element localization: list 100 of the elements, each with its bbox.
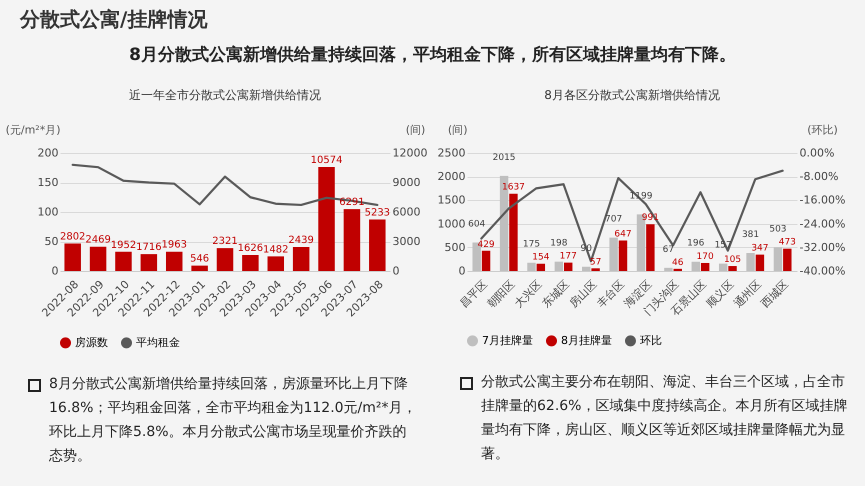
- y-tick-label: 0: [52, 264, 58, 278]
- data-label: 1963: [162, 240, 187, 251]
- bar: [369, 220, 386, 271]
- y2-tick-label: 0: [392, 264, 400, 278]
- bar: [482, 250, 490, 271]
- text: 分散式公寓/挂牌情况: [20, 6, 208, 33]
- bar: [756, 254, 764, 271]
- bar: [728, 266, 737, 271]
- data-label: 175: [522, 240, 540, 250]
- bar: [718, 264, 728, 271]
- data-label: 46: [672, 258, 684, 268]
- bar: [692, 262, 700, 271]
- bar: [242, 255, 259, 271]
- data-label: 177: [560, 252, 577, 262]
- data-label: 2439: [288, 235, 314, 246]
- y2-tick-label: 0.00%: [800, 146, 834, 160]
- data-label: 2015: [492, 152, 516, 163]
- bar: [90, 246, 106, 271]
- bar: [564, 262, 572, 271]
- bar: [746, 253, 755, 271]
- data-label: 10574: [310, 155, 342, 166]
- bar: [140, 254, 158, 271]
- y-axis-title: (间): [448, 124, 468, 136]
- text: 8月分散式公寓新增供给量持续回落，房源量环比上月下降16.8%；平均租金回落，全市平均租金为112.0元/m²*月，环比上月下降5.8%。本月分散式公寓市场呈现量价齐跌的态势。: [49, 375, 418, 466]
- data-label: 1952: [110, 240, 136, 251]
- data-label: 154: [532, 252, 550, 263]
- data-label: 5233: [364, 208, 390, 219]
- legend-label: 平均租金: [136, 336, 180, 349]
- y2-tick-label: -8.00%: [800, 170, 838, 184]
- y2-tick-label: -24.00%: [800, 217, 846, 230]
- text: 分散式公寓主要分布在朝阳、海淀、丰台三个区域，占全市挂牌量的62.6%，区域集中度持续高企。本月所有区域挂牌量均有下降，房山区、顺义区等近郊区域挂牌量降幅尤为显著。: [481, 373, 848, 464]
- legend-label: 房源数: [75, 336, 108, 349]
- y-tick-label: 0: [458, 264, 466, 278]
- y-tick-label: 100: [38, 206, 58, 218]
- y2-axis-title: (环比): [807, 124, 838, 136]
- legend-label: 8月挂牌量: [561, 334, 612, 347]
- bar: [582, 266, 590, 271]
- bar: [268, 256, 284, 271]
- y2-tick-label: 3000: [392, 235, 420, 248]
- data-label: 57: [590, 257, 602, 268]
- bar: [216, 248, 234, 271]
- bar: [509, 194, 518, 271]
- y-tick-label: 500: [444, 240, 466, 254]
- bar: [783, 248, 792, 271]
- legend-label: 7月挂牌量: [482, 334, 533, 347]
- bar: [191, 266, 208, 271]
- bar: [536, 264, 546, 271]
- data-label: 2469: [85, 234, 111, 246]
- y-tick-label: 2500: [438, 146, 466, 160]
- data-label: 105: [724, 255, 742, 266]
- bar: [166, 252, 182, 271]
- data-label: 546: [190, 254, 210, 265]
- data-label: 429: [477, 240, 495, 250]
- y-tick-label: 150: [38, 176, 58, 189]
- data-label: 196: [687, 238, 705, 249]
- bar: [774, 247, 782, 271]
- y-axis-title: (元/m²*月): [6, 124, 60, 136]
- data-label: 707: [605, 214, 622, 225]
- bar: [527, 262, 536, 271]
- bar: [292, 247, 310, 271]
- bar: [344, 209, 360, 271]
- data-label: 2802: [60, 231, 86, 242]
- y2-tick-label: 12000: [392, 146, 428, 160]
- bar: [664, 268, 673, 271]
- line-series: [72, 164, 378, 206]
- bar: [64, 243, 81, 271]
- bar: [609, 238, 618, 271]
- data-label: 604: [468, 219, 486, 230]
- bar: [700, 262, 710, 271]
- y-tick-label: 200: [38, 146, 58, 160]
- data-label: 2321: [212, 236, 238, 248]
- bar: [591, 268, 600, 271]
- chart-title: 近一年全市分散式公寓新增供给情况: [129, 88, 321, 102]
- data-label: 198: [550, 238, 568, 249]
- y2-tick-label: 6000: [392, 206, 420, 218]
- bar: [618, 240, 628, 271]
- legend-label: 环比: [640, 334, 662, 347]
- data-label: 1626: [238, 243, 264, 254]
- y-tick-label: 1500: [438, 194, 466, 207]
- y2-tick-label: 9000: [392, 176, 420, 189]
- y-tick-label: 1000: [438, 217, 466, 230]
- data-label: 347: [751, 244, 769, 254]
- data-label: 1716: [136, 242, 162, 254]
- y-tick-label: 2000: [438, 170, 466, 184]
- y2-tick-label: -16.00%: [800, 194, 846, 207]
- y2-tick-label: -40.00%: [800, 264, 846, 278]
- data-label: 67: [662, 244, 674, 255]
- chart-title: 8月各区分散式公寓新增供给情况: [544, 88, 720, 102]
- data-label: 1482: [263, 244, 288, 256]
- data-label: 503: [769, 224, 787, 234]
- data-label: 1637: [502, 182, 525, 193]
- y-tick-label: 50: [44, 235, 58, 248]
- y2-axis-title: (间): [406, 124, 426, 136]
- text: 8月分散式公寓新增供给量持续回落，平均租金下降，所有区域挂牌量均有下降。: [128, 44, 737, 66]
- data-label: 647: [614, 229, 632, 240]
- data-label: 473: [778, 238, 796, 248]
- bar: [554, 262, 564, 271]
- data-label: 170: [696, 252, 714, 262]
- y2-tick-label: -32.00%: [800, 240, 846, 254]
- bar: [318, 167, 335, 271]
